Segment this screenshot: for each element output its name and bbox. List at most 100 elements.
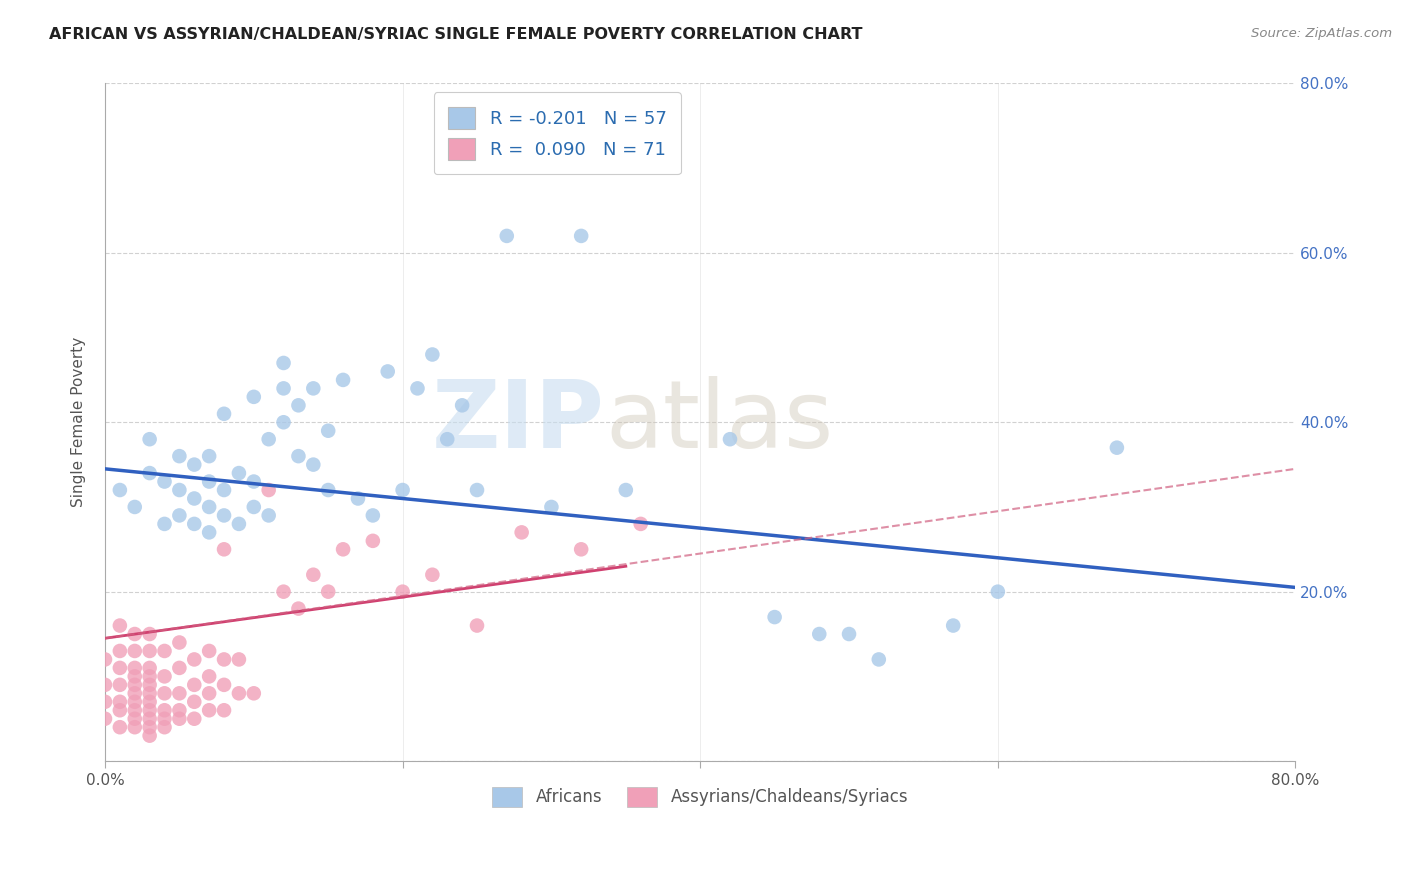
Point (614, 483, 637, 497)
Point (183, 678, 205, 692)
Point (138, 644, 160, 658)
Point (465, 618, 488, 632)
Point (212, 652, 235, 666)
Point (212, 678, 235, 692)
Point (198, 669, 221, 683)
Point (108, 703, 131, 717)
Point (169, 712, 191, 726)
Point (198, 500, 221, 514)
Point (169, 508, 191, 523)
Point (94, 678, 117, 692)
Point (302, 458, 325, 472)
Point (124, 678, 146, 692)
Point (212, 542, 235, 557)
Point (198, 644, 221, 658)
Point (630, 516, 652, 531)
Point (273, 584, 295, 599)
Point (495, 228, 517, 243)
Point (273, 381, 295, 395)
Point (169, 449, 191, 463)
Point (243, 390, 266, 404)
Point (569, 542, 592, 557)
Point (287, 449, 309, 463)
Point (108, 618, 131, 632)
Point (138, 720, 160, 734)
Y-axis label: Single Female Poverty: Single Female Poverty (72, 337, 86, 508)
Point (153, 712, 176, 726)
Point (169, 703, 191, 717)
Point (198, 449, 221, 463)
Point (243, 686, 266, 700)
Point (183, 652, 205, 666)
Point (212, 483, 235, 497)
Point (243, 475, 266, 489)
Point (212, 703, 235, 717)
Point (138, 678, 160, 692)
Point (153, 669, 176, 683)
Point (257, 432, 280, 446)
Point (316, 483, 339, 497)
Text: AFRICAN VS ASSYRIAN/CHALDEAN/SYRIAC SINGLE FEMALE POVERTY CORRELATION CHART: AFRICAN VS ASSYRIAN/CHALDEAN/SYRIAC SING… (49, 27, 863, 42)
Point (124, 644, 146, 658)
Point (108, 695, 131, 709)
Point (138, 432, 160, 446)
Point (838, 627, 860, 641)
Point (228, 652, 250, 666)
Point (718, 432, 741, 446)
Point (153, 720, 176, 734)
Point (361, 508, 384, 523)
Point (138, 712, 160, 726)
Point (361, 533, 384, 548)
Text: ZIP: ZIP (432, 376, 605, 468)
Point (228, 516, 250, 531)
Point (198, 525, 221, 540)
Point (868, 652, 890, 666)
Point (569, 228, 592, 243)
Point (138, 729, 160, 743)
Point (302, 567, 325, 582)
Point (108, 720, 131, 734)
Point (108, 678, 131, 692)
Point (1105, 441, 1128, 455)
Point (243, 500, 266, 514)
Point (153, 475, 176, 489)
Point (108, 483, 131, 497)
Point (124, 627, 146, 641)
Point (108, 661, 131, 675)
Point (287, 398, 309, 412)
Point (422, 567, 444, 582)
Point (422, 347, 444, 361)
Point (124, 686, 146, 700)
Point (138, 661, 160, 675)
Point (153, 516, 176, 531)
Point (138, 466, 160, 480)
Point (465, 483, 488, 497)
Point (183, 458, 205, 472)
Point (138, 627, 160, 641)
Point (124, 669, 146, 683)
Point (347, 491, 370, 506)
Point (183, 712, 205, 726)
Point (124, 720, 146, 734)
Point (436, 432, 458, 446)
Point (391, 483, 413, 497)
Point (287, 601, 309, 615)
Point (273, 415, 295, 429)
Point (169, 483, 191, 497)
Point (124, 661, 146, 675)
Text: Source: ZipAtlas.com: Source: ZipAtlas.com (1251, 27, 1392, 40)
Legend: Africans, Assyrians/Chaldeans/Syriacs: Africans, Assyrians/Chaldeans/Syriacs (485, 780, 915, 814)
Point (332, 542, 354, 557)
Point (332, 373, 354, 387)
Point (169, 686, 191, 700)
Point (406, 381, 429, 395)
Point (124, 703, 146, 717)
Point (124, 712, 146, 726)
Point (391, 584, 413, 599)
Point (377, 364, 399, 378)
Point (138, 669, 160, 683)
Point (183, 695, 205, 709)
Point (302, 381, 325, 395)
Point (183, 491, 205, 506)
Point (763, 610, 786, 624)
